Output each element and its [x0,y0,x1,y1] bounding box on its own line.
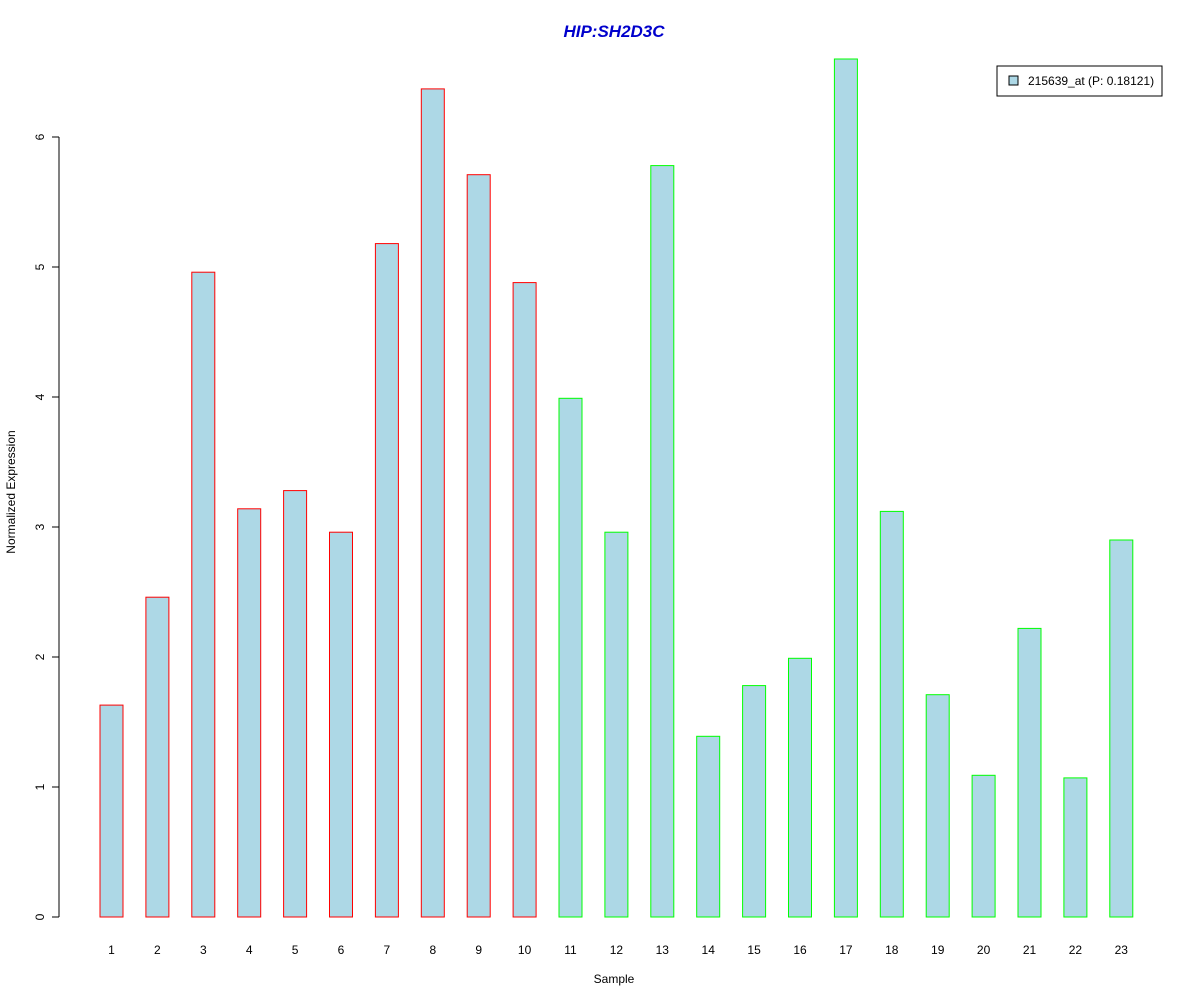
bar-sample-6 [329,531,353,918]
legend: 215639_at (P: 0.18121) [996,65,1163,97]
x-tick-label: 8 [429,943,436,957]
bar-sample-19 [925,694,950,918]
bar-sample-1 [99,704,124,918]
bar-sample-5 [283,490,308,918]
bar-sample-16 [788,657,812,918]
x-tick-label: 13 [656,943,670,957]
x-tick-label: 21 [1023,943,1037,957]
bar-sample-22 [1063,777,1088,918]
x-tick-label: 11 [564,943,577,957]
bar-sample-4 [237,508,262,918]
y-tick-label: 2 [33,653,47,660]
bar-sample-15 [742,685,767,918]
x-tick-label: 12 [610,943,624,957]
bar-sample-11 [558,397,583,918]
x-tick-label: 15 [747,943,761,957]
x-tick-label: 10 [518,943,532,957]
y-tick-label: 3 [33,523,47,530]
x-tick-label: 23 [1115,943,1129,957]
bar-sample-21 [1017,627,1042,918]
legend-label: 215639_at (P: 0.18121) [1028,74,1154,88]
x-axis-label: Sample [594,972,635,986]
legend-swatch [1008,75,1019,86]
bar-sample-7 [374,243,399,918]
x-tick-label: 19 [931,943,945,957]
bar-sample-8 [420,88,445,918]
x-axis: 1 2 3 4 5 6 7 8 9 10 11 12 13 14 15 16 17 18 19 20 21 22 23 [108,943,1128,957]
y-axis: 0 1 2 3 4 5 6 [33,133,60,920]
y-tick-label: 0 [33,913,47,920]
x-tick-label: 18 [885,943,899,957]
x-tick-label: 7 [384,943,391,957]
bar-sample-2 [145,596,170,918]
bar-sample-17 [833,58,858,918]
y-tick-label: 4 [33,393,47,400]
x-tick-label: 22 [1069,943,1083,957]
chart-title: HIP:SH2D3C [563,22,665,41]
x-tick-label: 20 [977,943,991,957]
bar-sample-14 [696,735,721,918]
x-tick-label: 14 [702,943,716,957]
y-tick-label: 6 [33,133,47,140]
y-tick-label: 5 [33,263,47,270]
bar-sample-18 [879,510,904,918]
x-tick-label: 17 [839,943,853,957]
y-tick-label: 1 [33,783,47,790]
x-tick-label: 1 [108,943,115,957]
x-tick-label: 16 [793,943,807,957]
bar-sample-12 [604,531,629,918]
x-tick-label: 2 [154,943,161,957]
x-tick-label: 3 [200,943,207,957]
x-tick-label: 6 [338,943,345,957]
bar-sample-13 [650,165,675,918]
bar-sample-9 [466,174,491,918]
bar-sample-20 [971,774,996,918]
bar-sample-3 [191,271,216,918]
x-tick-label: 4 [246,943,253,957]
legend-box [996,65,1163,97]
x-tick-label: 5 [292,943,299,957]
bars [99,58,1134,918]
bar-sample-23 [1109,539,1134,918]
y-axis-label: Normalized Expression [4,430,18,553]
x-tick-label: 9 [475,943,482,957]
bar-sample-10 [512,282,537,918]
